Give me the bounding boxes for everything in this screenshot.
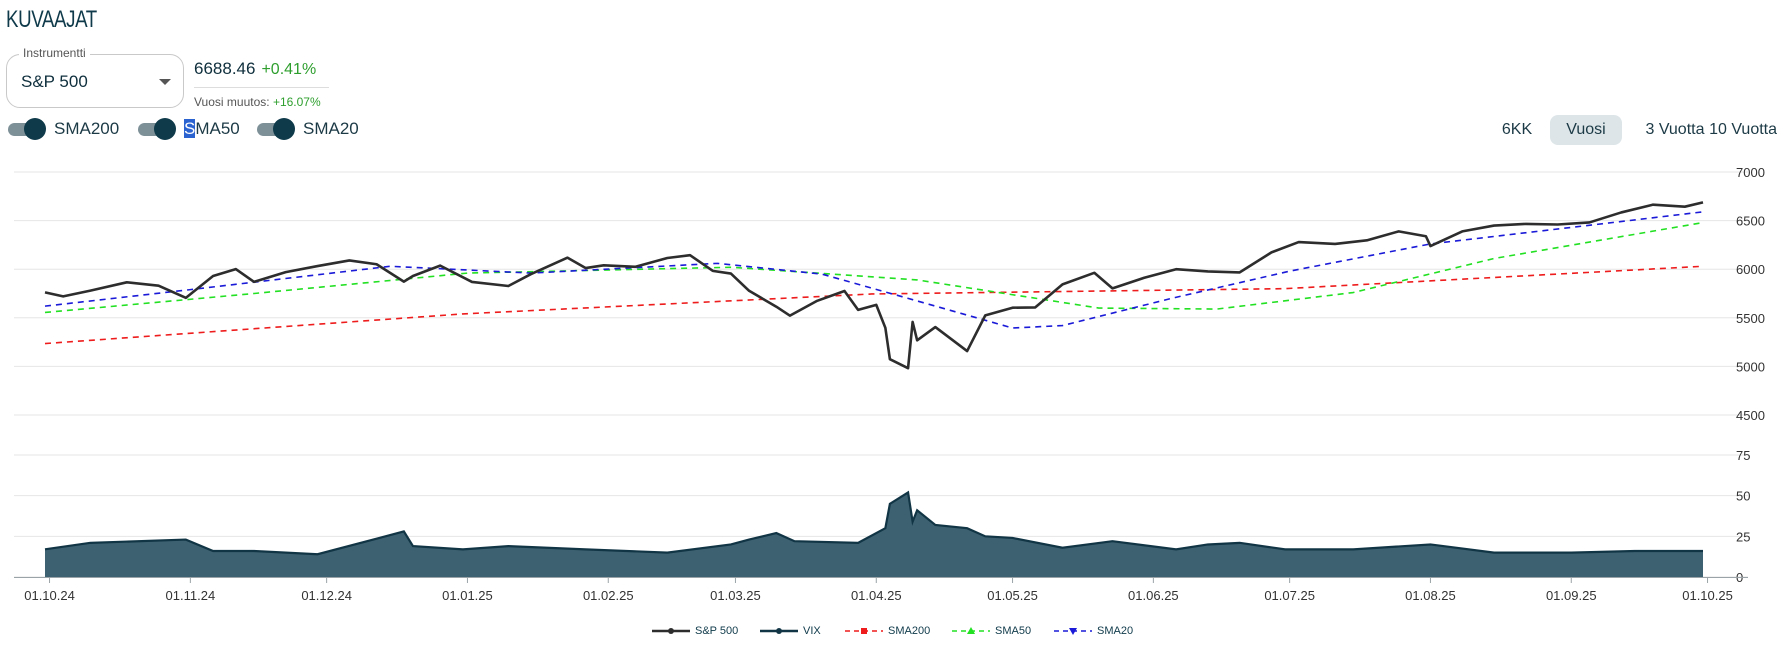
x-axis-tick-label: 01.10.24	[24, 588, 75, 603]
instrument-select-value: S&P 500	[21, 72, 88, 91]
toggle-knob	[273, 118, 295, 140]
legend-label: SMA50	[995, 625, 1032, 637]
x-axis-tick-label: 01.06.25	[1128, 588, 1179, 603]
legend-swatch-sma50	[952, 627, 990, 634]
range-3-vuotta-button[interactable]: 3 Vuotta	[1645, 121, 1705, 138]
instrument-select[interactable]: Instrumentti S&P 500	[6, 46, 184, 108]
range-6kk-button[interactable]: 6KK	[1501, 121, 1533, 138]
x-axis-tick-label: 01.11.24	[166, 588, 216, 603]
x-axis-tick-label: 01.04.25	[851, 588, 902, 603]
toggle-sma50-label-rest: MA50	[195, 119, 240, 138]
range-10-vuotta-button[interactable]: 10 Vuotta	[1709, 121, 1777, 138]
last-price: 6688.46	[194, 59, 256, 78]
sp500-line	[44, 201, 1704, 370]
instrument-select-label: Instrumentti	[19, 46, 90, 60]
toggle-sma20-label: SMA20	[303, 119, 359, 138]
sma50-line	[44, 221, 1704, 314]
legend-label: S&P 500	[695, 625, 739, 637]
price-axis-tick-label: 5500	[1736, 311, 1765, 326]
year-change-row: Vuosi muutos: +16.07%	[194, 95, 329, 109]
x-axis-tick-label: 01.05.25	[987, 588, 1038, 603]
legend-label: SMA20	[1097, 625, 1134, 637]
quote-block: 6688.46 +0.41% Vuosi muutos: +16.07%	[194, 59, 329, 109]
day-change: +0.41%	[261, 61, 317, 78]
range-vuosi-button[interactable]: Vuosi	[1550, 115, 1622, 145]
x-axis-tick-label: 01.03.25	[710, 588, 761, 603]
page-title: KUVAAJAT	[6, 6, 97, 33]
legend-label: SMA200	[888, 625, 931, 637]
x-axis-tick-label: 01.01.25	[442, 588, 493, 603]
toggle-knob	[154, 118, 176, 140]
vix-axis-tick-label: 25	[1736, 529, 1750, 544]
chevron-down-icon	[159, 79, 171, 85]
year-change-value: +16.07%	[272, 95, 321, 109]
vix-line	[44, 490, 1703, 556]
vix-axis-tick-label: 50	[1736, 489, 1750, 504]
price-axis-tick-label: 5000	[1736, 359, 1765, 374]
toggle-sma50-label: SMA50	[184, 119, 240, 139]
price-axis-tick-label: 4500	[1736, 408, 1765, 423]
x-axis-tick-label: 01.07.25	[1264, 588, 1315, 603]
x-axis-tick-label: 01.10.25	[1682, 588, 1733, 603]
x-axis-tick-label: 01.02.25	[583, 588, 634, 603]
legend-swatch-sp500	[652, 628, 690, 634]
vix-axis-tick-label: 75	[1736, 448, 1750, 463]
price-axis-tick-label: 6000	[1736, 262, 1765, 277]
toggle-knob	[24, 118, 46, 140]
year-change-label: Vuosi muutos:	[194, 95, 270, 109]
legend-swatch-vix	[760, 628, 798, 634]
legend-swatch-sma20	[1054, 628, 1092, 635]
x-axis-tick-label: 01.09.25	[1546, 588, 1597, 603]
sma200-line	[44, 265, 1704, 345]
x-axis-tick-label: 01.12.24	[301, 588, 352, 603]
text-selection-highlight: S	[184, 119, 196, 138]
quote-divider	[194, 87, 329, 88]
legend-label: VIX	[803, 625, 821, 637]
price-axis-tick-label: 6500	[1736, 214, 1765, 229]
legend-swatch-sma200	[845, 628, 883, 634]
toggle-sma200-label: SMA200	[54, 119, 120, 138]
x-axis-tick-label: 01.08.25	[1405, 588, 1456, 603]
price-axis-tick-label: 7000	[1736, 165, 1765, 180]
